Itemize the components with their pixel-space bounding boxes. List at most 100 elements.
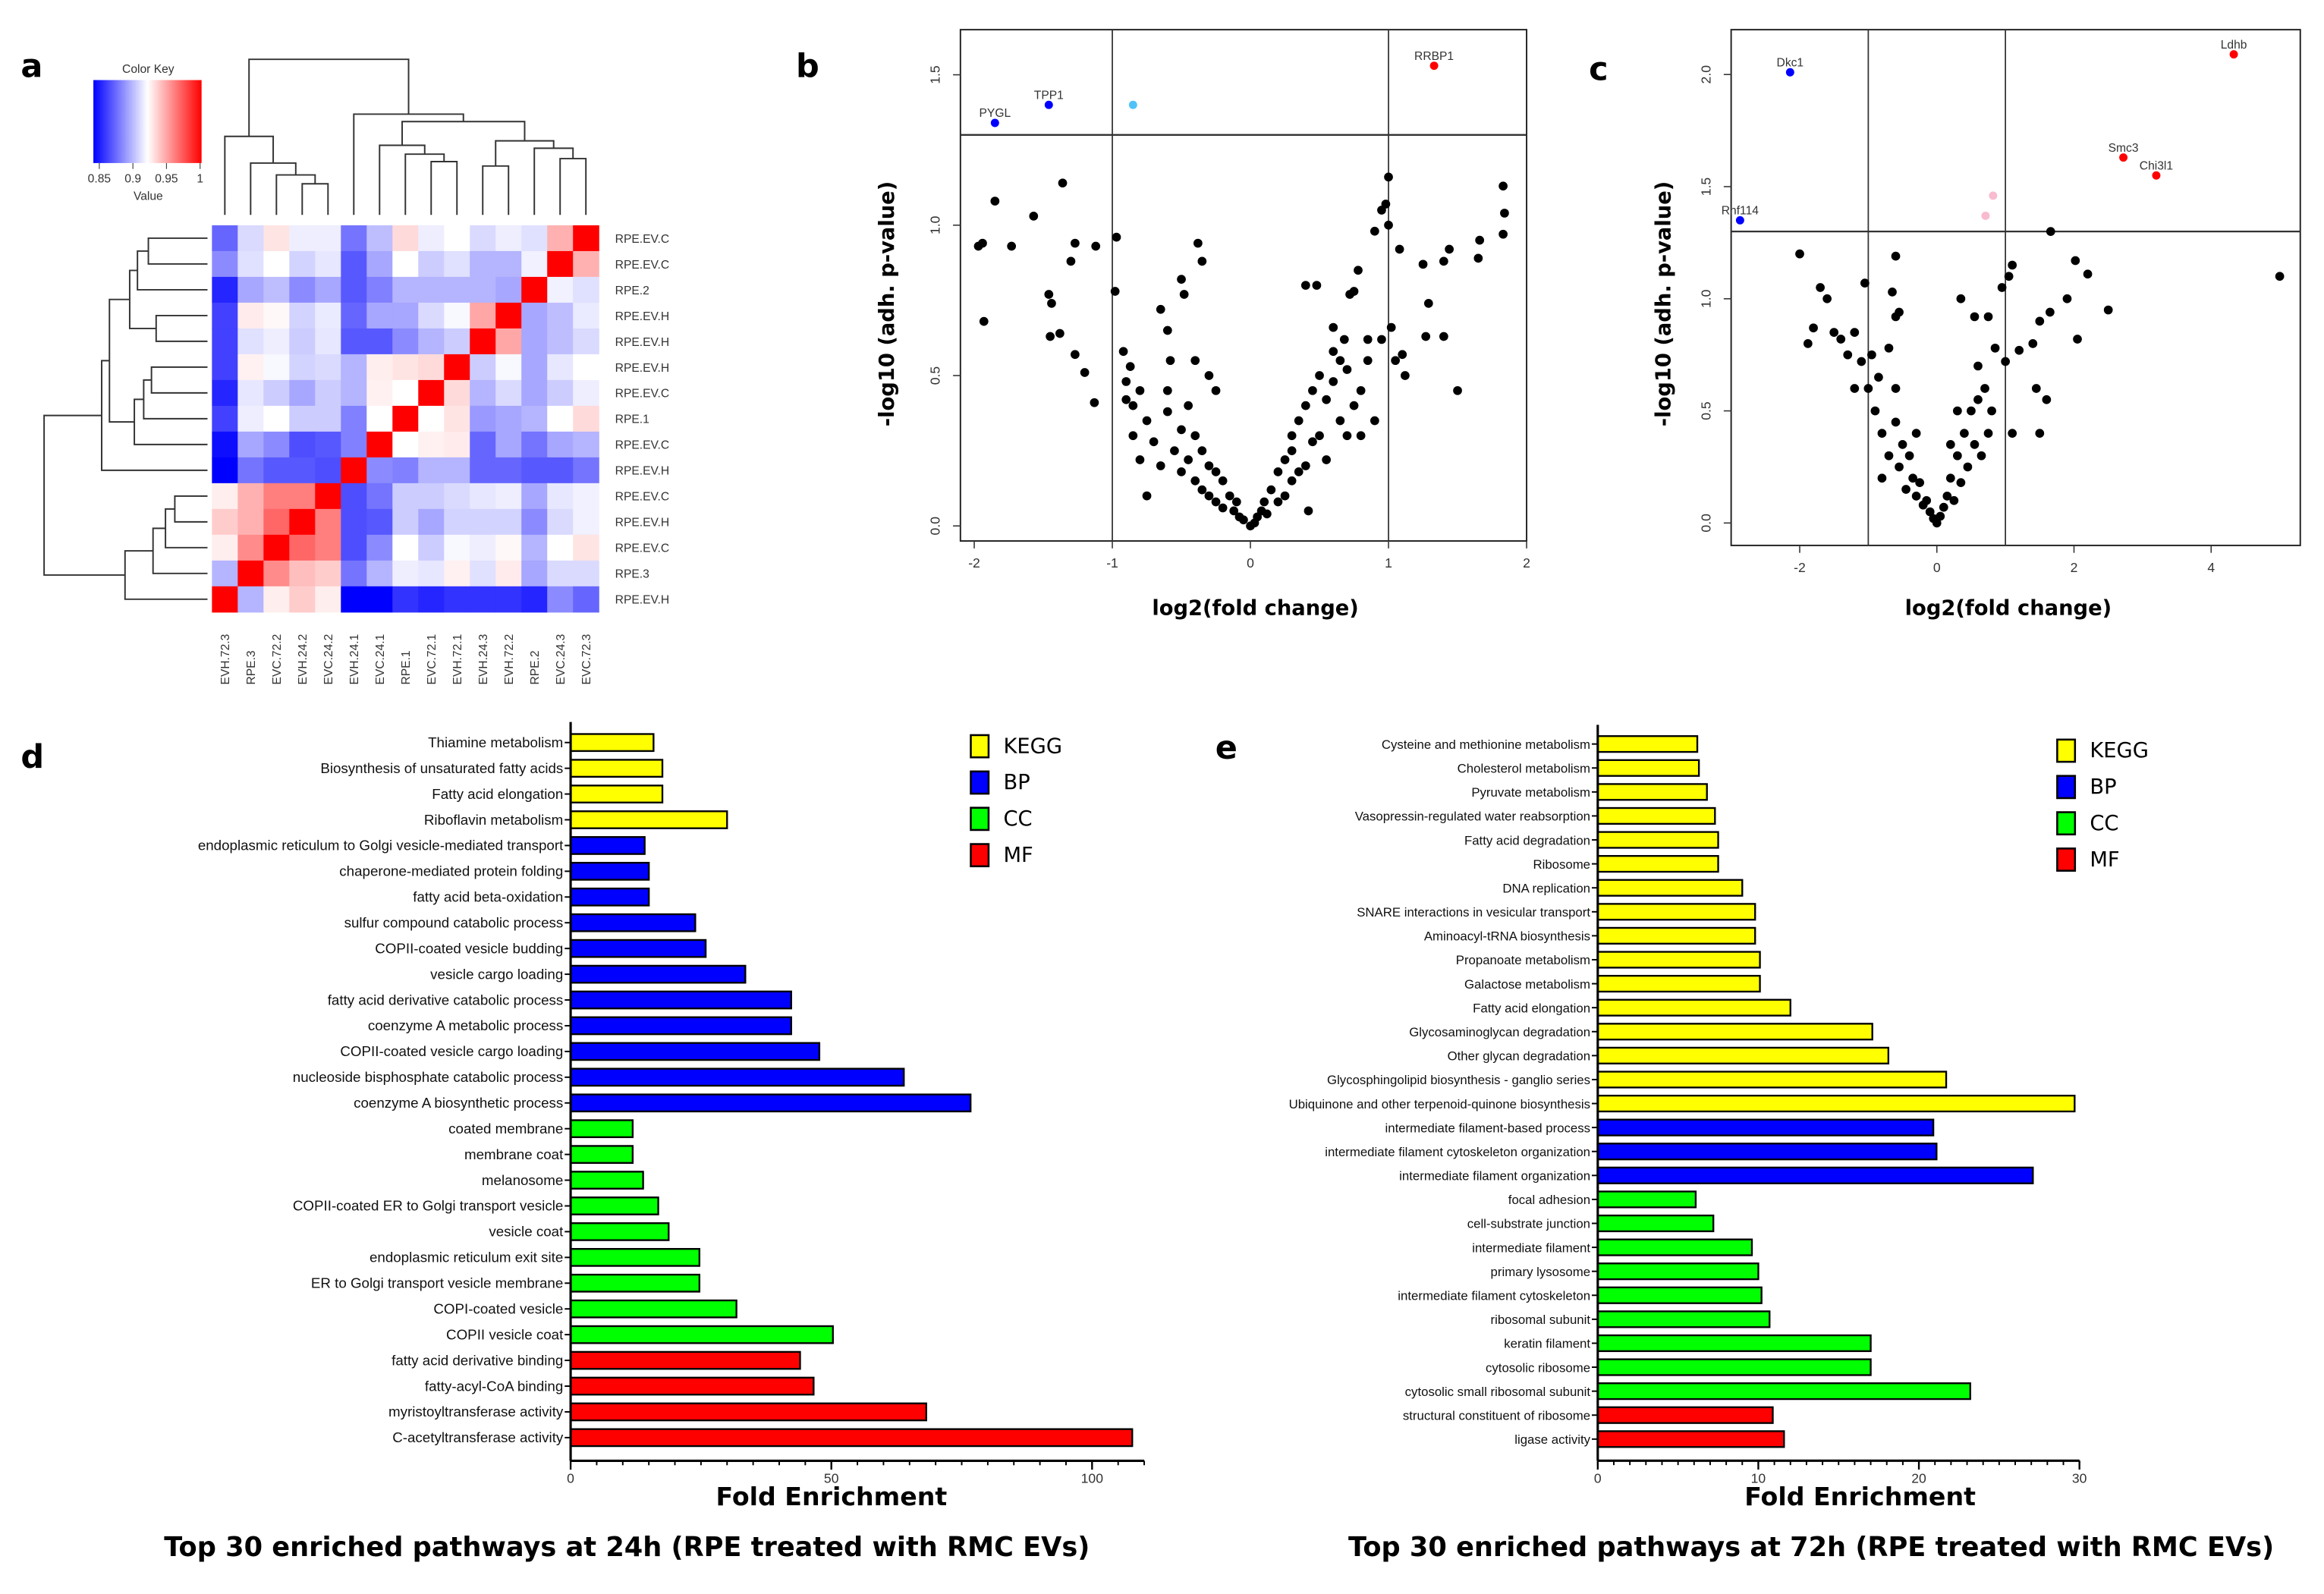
enrichment-bar-chart-72h: Cysteine and methionine metabolism Choles… bbox=[1289, 725, 2274, 1563]
heatmap-cell bbox=[341, 302, 367, 329]
bar-label: COPI-coated vesicle bbox=[433, 1300, 563, 1316]
heatmap-cell bbox=[237, 302, 264, 329]
x-tick-label: -2 bbox=[968, 555, 980, 571]
bar-label: fatty-acyl-CoA binding bbox=[425, 1378, 563, 1394]
heatmap-cell bbox=[341, 483, 367, 510]
heatmap-cell bbox=[495, 379, 522, 407]
enrichment-bar-chart-24h: Thiamine metabolism Biosynthesis of unsat… bbox=[164, 722, 1146, 1563]
heatmap-cell bbox=[392, 560, 419, 587]
bar-label: cytosolic ribosome bbox=[1486, 1360, 1590, 1375]
bar bbox=[569, 733, 655, 753]
x-tick-label: 0 bbox=[1933, 560, 1941, 575]
data-point bbox=[1179, 290, 1189, 299]
heatmap-cell bbox=[573, 328, 599, 355]
heatmap-cell bbox=[315, 560, 341, 587]
highlighted-point bbox=[990, 118, 999, 127]
point-label: Smc3 bbox=[2109, 142, 2139, 155]
heatmap-col-label: EVH.24.1 bbox=[348, 634, 361, 685]
data-point bbox=[1884, 451, 1894, 461]
bar-label: intermediate filament cytoskeleton organ… bbox=[1325, 1145, 1590, 1159]
point-label: RRBP1 bbox=[1414, 50, 1454, 63]
bar bbox=[1596, 1334, 1872, 1353]
heatmap-cell bbox=[212, 405, 238, 432]
heatmap-cell bbox=[495, 508, 522, 536]
heatmap-row-label: RPE.EV.H bbox=[615, 594, 669, 607]
heatmap-cell bbox=[237, 483, 264, 510]
color-key-title: Color Key bbox=[122, 63, 175, 76]
heatmap-cell bbox=[444, 354, 470, 381]
heatmap-cell bbox=[573, 405, 599, 432]
point-label: Ldhb bbox=[2221, 39, 2247, 52]
data-point bbox=[1877, 473, 1887, 483]
data-point bbox=[1204, 461, 1214, 470]
heatmap-row-label: RPE.1 bbox=[615, 413, 649, 426]
bar bbox=[569, 1171, 644, 1190]
legend-swatch bbox=[2056, 775, 2077, 800]
data-point bbox=[1354, 266, 1363, 275]
heatmap-cell bbox=[418, 405, 445, 432]
heatmap-cell bbox=[263, 586, 290, 613]
heatmap-cell bbox=[470, 508, 496, 536]
heatmap-cell bbox=[495, 354, 522, 381]
bar bbox=[569, 810, 728, 829]
bar bbox=[569, 1428, 1134, 1448]
bar-label: ligase activity bbox=[1514, 1432, 1590, 1447]
data-point bbox=[1135, 385, 1145, 395]
data-point bbox=[1090, 398, 1099, 407]
heatmap-row-label: RPE.2 bbox=[615, 285, 649, 297]
bar-label: focal adhesion bbox=[1508, 1193, 1590, 1207]
data-point bbox=[1080, 368, 1090, 377]
data-point bbox=[1377, 335, 1386, 344]
bar-label: fatty acid derivative binding bbox=[392, 1352, 563, 1368]
heatmap-cell bbox=[418, 586, 445, 613]
data-point bbox=[1967, 406, 1976, 416]
data-point bbox=[1977, 451, 1986, 461]
data-point bbox=[2046, 307, 2055, 317]
data-point bbox=[1945, 473, 1955, 483]
bar-label: Vasopressin-regulated water reabsorption bbox=[1355, 810, 1590, 824]
data-point bbox=[1956, 294, 1966, 303]
data-point bbox=[1987, 406, 1996, 416]
panel-label-d: d bbox=[20, 738, 44, 776]
legend-swatch bbox=[970, 770, 990, 795]
bar-label: chaperone-mediated protein folding bbox=[339, 863, 563, 879]
bar bbox=[569, 1299, 737, 1319]
heatmap-cell bbox=[573, 483, 599, 510]
data-point bbox=[1128, 401, 1138, 410]
bar-label: endoplasmic reticulum to Golgi vesicle-m… bbox=[198, 838, 564, 854]
data-point bbox=[1211, 385, 1221, 395]
heatmap-row-label: RPE.EV.C bbox=[615, 233, 669, 246]
heatmap-cell bbox=[547, 405, 574, 432]
bar bbox=[1596, 1382, 1971, 1401]
heatmap-row-label: RPE.EV.H bbox=[615, 362, 669, 375]
heatmap-cell bbox=[341, 534, 367, 561]
heatmap-cell bbox=[263, 508, 290, 536]
data-point bbox=[1973, 361, 1983, 371]
data-point bbox=[1190, 476, 1200, 486]
data-point bbox=[990, 196, 1000, 206]
heatmap-cell bbox=[495, 534, 522, 561]
heatmap-cell bbox=[418, 302, 445, 329]
data-point bbox=[1339, 335, 1349, 344]
heatmap-cell bbox=[470, 354, 496, 381]
heatmap-cell bbox=[573, 457, 599, 484]
data-point bbox=[1125, 362, 1135, 371]
bar bbox=[1596, 1406, 1774, 1424]
data-point bbox=[1177, 425, 1186, 435]
heatmap-cell bbox=[237, 508, 264, 536]
heatmap-cell bbox=[263, 302, 290, 329]
heatmap-cell bbox=[263, 379, 290, 407]
heatmap-col-label: EVC.72.2 bbox=[271, 634, 284, 685]
bar bbox=[569, 1402, 927, 1422]
data-point bbox=[1836, 335, 1846, 344]
heatmap-cell bbox=[212, 379, 238, 407]
data-point bbox=[1863, 384, 1873, 393]
heatmap-cell bbox=[573, 250, 599, 278]
heatmap-cell bbox=[521, 483, 548, 510]
data-point bbox=[1273, 497, 1283, 507]
data-point bbox=[2046, 227, 2055, 236]
data-point bbox=[1322, 455, 1332, 464]
bar bbox=[569, 1016, 792, 1036]
heatmap-cell bbox=[418, 483, 445, 510]
heatmap-cell bbox=[289, 302, 316, 329]
